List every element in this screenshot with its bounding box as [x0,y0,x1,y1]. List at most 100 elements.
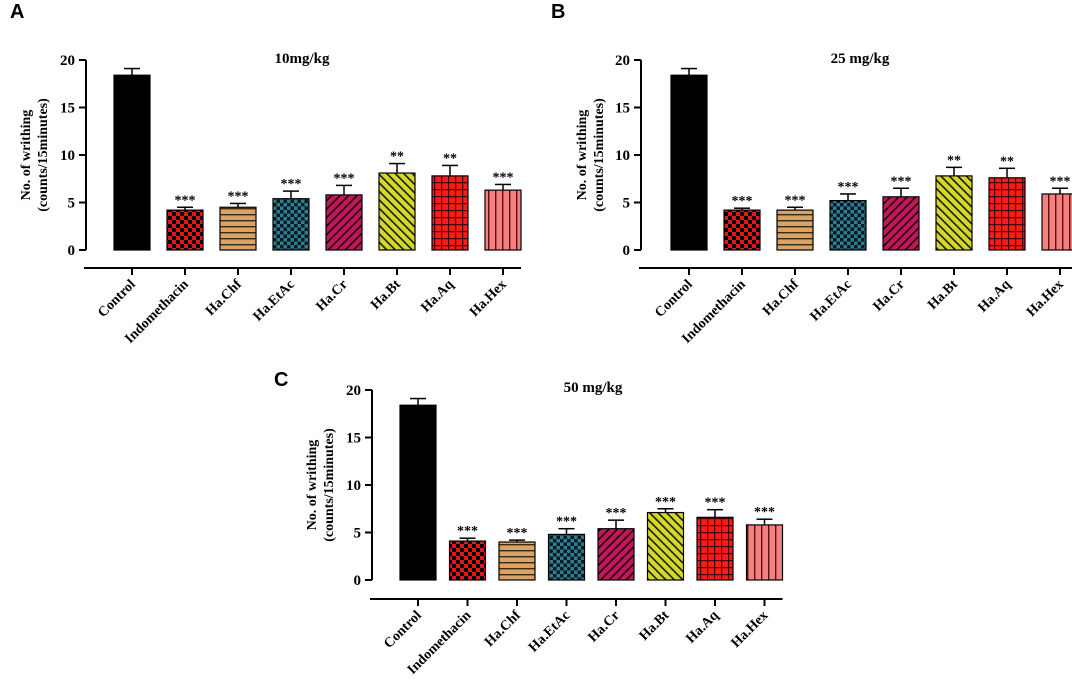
panel-letter: A [10,1,24,23]
bar-ha-hex [484,189,522,251]
y-axis-label: No. of writhing (counts/15minutes) [305,428,337,542]
significance-label: *** [228,189,249,204]
bar-ha-etac [829,200,867,251]
y-tick-label: 0 [68,243,76,259]
x-category-label: Ha.Chf [203,277,245,319]
significance-label: *** [754,505,775,520]
y-axis-label-line: No. of writhing [19,110,34,201]
y-tick-label: 0 [623,243,631,259]
y-tick-label: 5 [68,196,76,212]
significance-label: ** [443,151,457,166]
y-tick-label: 0 [354,573,362,589]
significance-label: *** [655,495,676,510]
bar-ha-chf [219,206,257,251]
y-axis-label-line: (counts/15minutes) [36,98,51,212]
x-category-label: Ha.Cr [314,277,351,314]
x-category-label: Control [95,277,139,321]
bar-ha-chf [776,209,814,251]
significance-label: ** [1000,154,1014,169]
significance-label: ** [947,153,961,168]
x-category-label: Ha.Hex [729,608,772,651]
y-tick-label: 15 [346,431,361,447]
y-tick-label: 5 [623,196,631,212]
x-category-label: Ha.Aq [683,608,722,647]
x-category-label: Ha.Cr [586,608,623,645]
bar-control [670,74,708,251]
y-tick-label: 15 [615,101,630,117]
panel-letter: B [551,1,565,23]
significance-label: *** [334,171,355,186]
panel-a: A 10mg/kg No. of writhing (counts/15minutes… [10,1,522,347]
bar-indomethacin [723,209,761,251]
bar-ha-etac [547,533,586,581]
bar-ha-cr [882,196,920,251]
x-category-label: Ha.Cr [871,277,908,314]
y-tick-label: 20 [60,53,75,69]
significance-label: *** [1050,174,1071,189]
x-category-label: Ha.EtAc [526,608,573,655]
x-category-label: Ha.EtAc [251,277,298,324]
y-tick-label: 5 [354,526,362,542]
y-axis-label: No. of writhing (counts/15minutes) [19,98,51,212]
significance-label: *** [606,506,627,521]
significance-label: *** [281,177,302,192]
bar-ha-aq [431,175,469,251]
panel-b: B 25 mg/kg No. of writhing (counts/15minute… [551,1,1072,347]
bar-ha-chf [498,541,536,581]
significance-label: *** [891,174,912,189]
x-category-label: Ha.Chf [482,608,524,650]
panel-c: C 50 mg/kg No. of writhing (counts/15minute… [274,369,784,678]
significance-label: *** [785,193,806,208]
x-category-label: Ha.Hex [1024,277,1067,320]
x-category-label: Ha.Bt [925,277,961,313]
bar-ha-bt [646,511,685,581]
bar-control [113,74,151,251]
bar-ha-hex [1041,193,1072,251]
x-category-label: Control [381,608,425,652]
chart-title: 25 mg/kg [831,51,890,67]
bar-ha-bt [935,175,973,251]
significance-label: *** [507,526,528,541]
x-category-label: Control [652,277,696,321]
bar-indomethacin [166,209,204,251]
significance-label: *** [556,515,577,530]
x-category-label: Ha.Hex [467,277,510,320]
significance-label: *** [732,194,753,209]
x-category-label: Ha.Bt [368,277,404,313]
x-category-label: Ha.Bt [637,608,673,644]
bar-ha-bt [378,172,416,251]
significance-label: ** [390,150,404,165]
y-axis-label-line: No. of writhing [575,110,590,201]
y-tick-label: 20 [346,383,361,399]
significance-label: *** [457,524,478,539]
y-tick-label: 10 [615,148,630,164]
x-category-label: Ha.Aq [975,277,1014,316]
significance-label: *** [705,496,726,511]
bar-ha-etac [272,198,310,251]
y-axis-label-line: No. of writhing [305,440,320,531]
bar-ha-aq [988,177,1026,251]
significance-label: *** [838,180,859,195]
y-tick-label: 10 [346,478,361,494]
y-axis-label-line: (counts/15minutes) [322,428,337,542]
bar-control [399,404,437,581]
panel-letter: C [274,369,288,391]
bar-indomethacin [448,540,487,581]
bar-ha-cr [597,528,635,581]
y-axis-label: No. of writhing (counts/15minutes) [575,98,607,212]
x-category-label: Ha.EtAc [808,277,855,324]
x-category-label: Ha.Chf [760,277,802,319]
bar-ha-cr [325,194,363,251]
bar-ha-aq [696,516,734,581]
significance-label: *** [493,170,514,185]
bar-ha-hex [745,524,784,581]
significance-label: *** [175,193,196,208]
y-tick-label: 10 [60,148,75,164]
y-tick-label: 20 [615,53,630,69]
y-axis-label-line: (counts/15minutes) [592,98,607,212]
y-tick-label: 15 [60,101,75,117]
chart-title: 10mg/kg [274,51,330,67]
x-category-label: Ha.Aq [418,277,457,316]
chart-title: 50 mg/kg [564,380,623,396]
